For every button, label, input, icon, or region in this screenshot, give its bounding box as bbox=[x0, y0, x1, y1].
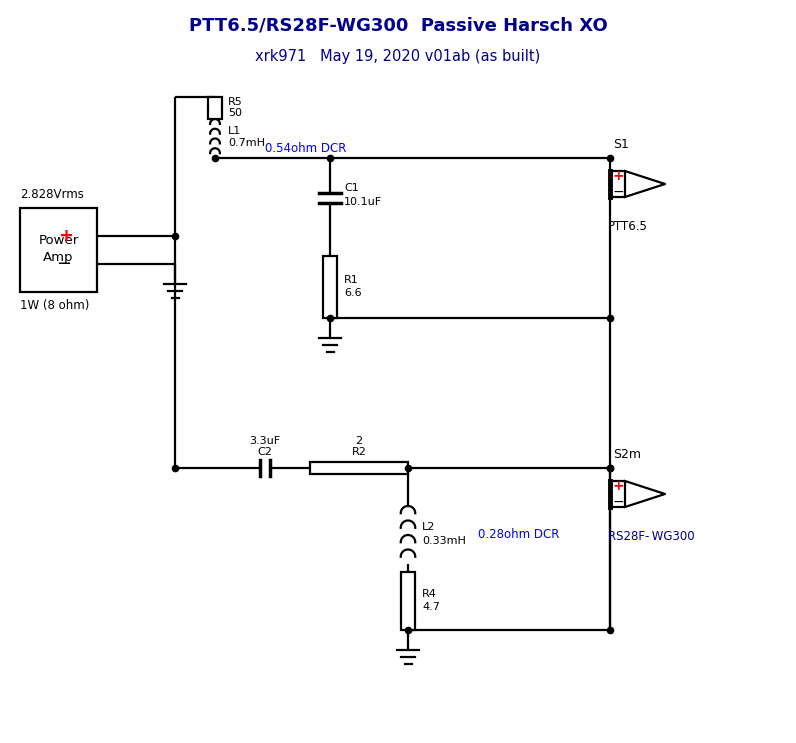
Bar bbox=[310, 462, 408, 474]
Text: +: + bbox=[612, 479, 624, 493]
Text: xrk971   May 19, 2020 v01ab (as built): xrk971 May 19, 2020 v01ab (as built) bbox=[256, 50, 540, 65]
Text: C1: C1 bbox=[344, 183, 359, 193]
Text: R5: R5 bbox=[228, 97, 243, 107]
Text: PTT6.5/RS28F-WG300  Passive Harsch XO: PTT6.5/RS28F-WG300 Passive Harsch XO bbox=[189, 16, 607, 34]
Text: Power: Power bbox=[38, 235, 79, 247]
Text: 50: 50 bbox=[228, 108, 242, 118]
Text: −: − bbox=[56, 256, 71, 273]
Text: 2: 2 bbox=[356, 436, 362, 446]
Text: Amp: Amp bbox=[43, 250, 74, 264]
Bar bbox=[401, 572, 415, 630]
Text: S1: S1 bbox=[613, 137, 629, 151]
Text: PTT6.5: PTT6.5 bbox=[608, 219, 648, 233]
Text: 0.7mH: 0.7mH bbox=[228, 138, 265, 149]
Text: L1: L1 bbox=[228, 126, 241, 137]
Text: −: − bbox=[612, 185, 624, 199]
Text: 0.28ohm DCR: 0.28ohm DCR bbox=[478, 528, 560, 542]
Text: 4.7: 4.7 bbox=[422, 602, 440, 612]
Text: L2: L2 bbox=[422, 522, 435, 532]
Text: 10.1uF: 10.1uF bbox=[344, 197, 382, 207]
Text: +: + bbox=[58, 227, 73, 244]
Text: C2: C2 bbox=[257, 447, 272, 457]
Text: +: + bbox=[612, 169, 624, 183]
Text: −: − bbox=[612, 495, 624, 509]
Text: 6.6: 6.6 bbox=[344, 288, 361, 298]
Text: 0.33mH: 0.33mH bbox=[422, 536, 466, 546]
Text: R1: R1 bbox=[344, 275, 359, 285]
Text: R4: R4 bbox=[422, 589, 437, 599]
Text: S2m: S2m bbox=[613, 447, 641, 461]
Text: 0.54ohm DCR: 0.54ohm DCR bbox=[265, 141, 346, 155]
Bar bbox=[208, 97, 222, 119]
Bar bbox=[20, 208, 97, 292]
Bar bbox=[323, 256, 337, 318]
Text: 3.3uF: 3.3uF bbox=[249, 436, 280, 446]
Text: R2: R2 bbox=[352, 447, 366, 457]
Text: 1W (8 ohm): 1W (8 ohm) bbox=[20, 299, 89, 313]
Text: 2.828Vrms: 2.828Vrms bbox=[20, 187, 84, 201]
Text: RS28F- WG300: RS28F- WG300 bbox=[608, 530, 695, 542]
